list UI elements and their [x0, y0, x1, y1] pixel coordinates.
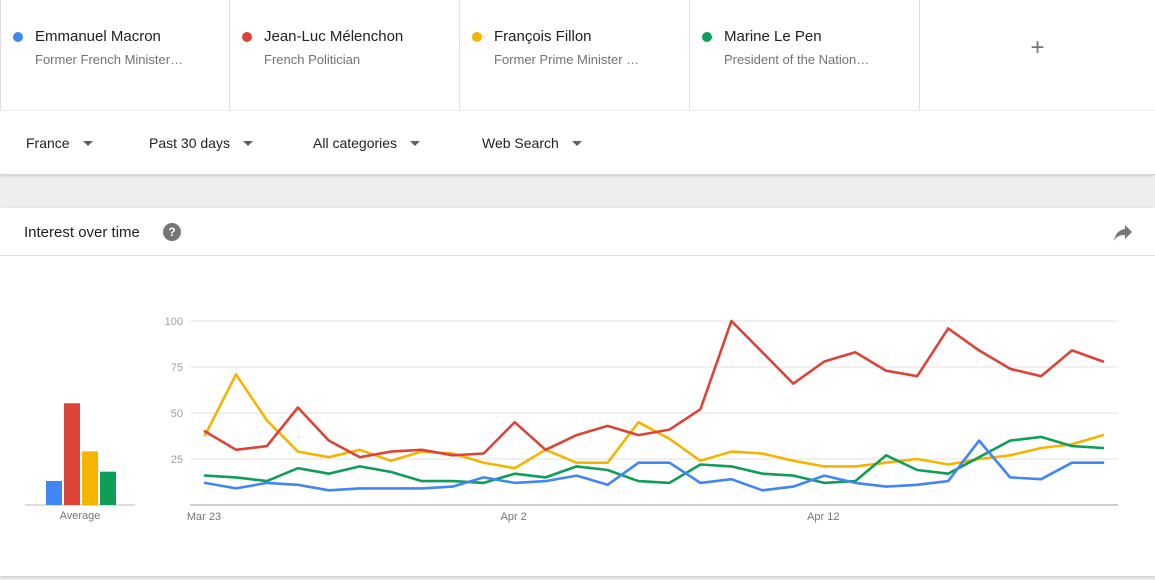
average-bar — [82, 451, 98, 505]
series-line-jean-luc-m-lenchon — [203, 319, 1105, 459]
search-type-value: Web Search — [482, 135, 559, 151]
help-icon[interactable]: ? — [163, 223, 181, 241]
term-name: Emmanuel Macron — [35, 28, 161, 45]
average-label: Average — [60, 510, 101, 522]
search-type-dropdown[interactable]: Web Search — [482, 135, 582, 151]
y-tick-label: 75 — [171, 362, 183, 374]
y-tick-label: 25 — [171, 454, 183, 466]
category-value: All categories — [313, 135, 398, 151]
term-name: François Fillon — [494, 28, 592, 45]
term-card-le-pen[interactable]: Marine Le Pen President of the Nation… — [690, 0, 920, 110]
series-line-emmanuel-macron — [203, 439, 1105, 492]
dropdown-arrow-icon — [410, 140, 421, 146]
time-range-dropdown[interactable]: Past 30 days — [149, 135, 253, 151]
term-name: Marine Le Pen — [724, 28, 822, 45]
interest-chart: Average 25 50 75 100 Mar 23 Apr 2 Apr 12 — [25, 316, 1118, 523]
region-dropdown[interactable]: France — [26, 135, 93, 151]
term-subtitle: Former French Minister… — [35, 52, 184, 67]
average-bar — [64, 403, 80, 505]
dropdown-arrow-icon — [242, 140, 253, 146]
search-terms-bar: Emmanuel Macron Former French Minister… … — [0, 0, 1155, 110]
term-name: Jean-Luc Mélenchon — [264, 28, 404, 45]
series-line-marine-le-pen — [203, 435, 1105, 485]
x-tick-label: Mar 23 — [187, 511, 221, 523]
term-subtitle: French Politician — [264, 52, 361, 67]
time-range-value: Past 30 days — [149, 135, 230, 151]
term-subtitle: President of the Nation… — [724, 52, 870, 67]
region-value: France — [26, 135, 70, 151]
series-color-dot — [13, 32, 23, 42]
dropdown-arrow-icon — [571, 140, 582, 146]
category-dropdown[interactable]: All categories — [313, 135, 421, 151]
y-tick-label: 100 — [165, 316, 183, 328]
series-color-dot — [472, 32, 482, 42]
y-tick-label: 50 — [171, 408, 183, 420]
filters-bar: France Past 30 days All categories Web S… — [0, 111, 1155, 175]
term-subtitle: Former Prime Minister … — [494, 52, 640, 67]
x-tick-label: Apr 2 — [501, 511, 527, 523]
average-bar — [100, 471, 116, 505]
card-header: Interest over time ? — [0, 208, 1155, 256]
dropdown-arrow-icon — [82, 140, 93, 146]
share-arrow-icon[interactable] — [1113, 224, 1133, 242]
series-color-dot — [702, 32, 712, 42]
series-color-dot — [242, 32, 252, 42]
series-line-fran-ois-fillon — [203, 373, 1105, 470]
card-title: Interest over time — [24, 224, 140, 241]
term-card-macron[interactable]: Emmanuel Macron Former French Minister… — [0, 0, 230, 110]
average-bar — [46, 480, 62, 505]
x-tick-label: Apr 12 — [807, 511, 839, 523]
interest-over-time-card: Interest over time ? Average 25 50 75 100 Mar… — [0, 208, 1155, 576]
term-card-melenchon[interactable]: Jean-Luc Mélenchon French Politician — [230, 0, 460, 110]
term-card-fillon[interactable]: François Fillon Former Prime Minister … — [460, 0, 690, 110]
add-term-button[interactable]: + — [1030, 34, 1045, 61]
